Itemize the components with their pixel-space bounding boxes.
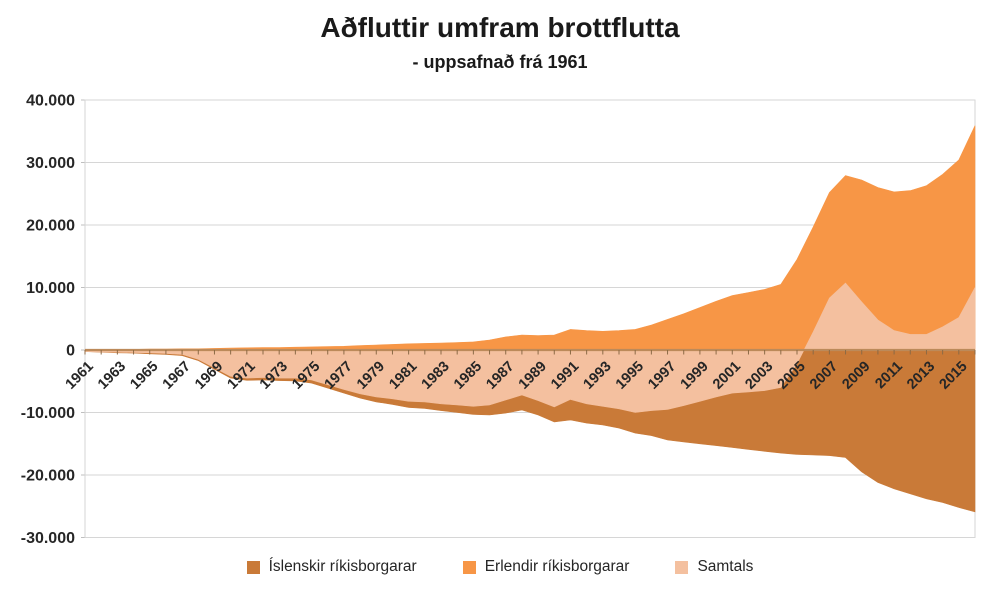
chart-title: Aðfluttir umfram brottflutta xyxy=(320,12,680,43)
legend-swatch-erlendir xyxy=(462,560,476,574)
y-tick-label: 30.000 xyxy=(26,155,75,172)
chart-subtitle: - uppsafnað frá 1961 xyxy=(412,52,588,72)
legend-label-erlendir: Erlendir ríkisborgarar xyxy=(484,558,630,575)
y-tick-label: 0 xyxy=(66,343,75,360)
y-tick-label: 10.000 xyxy=(26,280,75,297)
area-series-erlendir xyxy=(84,125,976,351)
x-tick-label: 1961 xyxy=(63,359,97,393)
legend-item-islenskir: Íslenskir ríkisborgarar xyxy=(246,558,417,576)
legend-item-erlendir: Erlendir ríkisborgarar xyxy=(462,558,630,576)
y-tick-label: -20.000 xyxy=(21,468,75,485)
x-tick-label: 1965 xyxy=(127,359,161,393)
legend-label-samtals: Samtals xyxy=(697,558,754,575)
legend-swatch-islenskir xyxy=(246,560,260,574)
x-tick-label: 1967 xyxy=(160,359,194,393)
y-tick-label: -10.000 xyxy=(21,405,75,422)
area-series-samtals xyxy=(84,282,976,413)
chart-legend: Íslenskir ríkisborgarar Erlendir ríkisbo… xyxy=(0,558,1000,576)
y-tick-label: -30.000 xyxy=(21,530,75,547)
x-tick-label: 1963 xyxy=(95,359,129,393)
y-tick-label: 20.000 xyxy=(26,218,75,235)
legend-swatch-samtals xyxy=(675,560,689,574)
legend-item-samtals: Samtals xyxy=(675,558,753,576)
legend-label-islenskir: Íslenskir ríkisborgarar xyxy=(268,558,417,575)
y-tick-label: 40.000 xyxy=(26,93,75,110)
